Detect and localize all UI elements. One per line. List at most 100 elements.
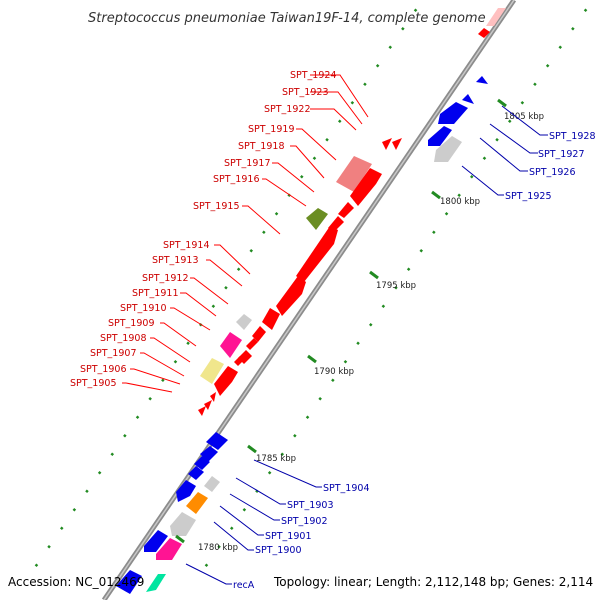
gene-label[interactable]: SPT_1907 (90, 348, 137, 359)
topology-text: Topology: linear; Length: 2,112,148 bp; … (273, 575, 593, 589)
gene-label[interactable]: SPT_1919 (248, 124, 295, 135)
leader-lines (122, 74, 548, 585)
tick-dot (375, 64, 380, 68)
tick-dot (34, 563, 39, 568)
gene-label[interactable]: SPT_1910 (120, 303, 167, 314)
tick-dot (97, 471, 102, 475)
gene-arrow[interactable] (296, 226, 338, 282)
gene-label[interactable]: SPT_1928 (549, 131, 596, 142)
tick-dot (558, 45, 563, 50)
gene-arrow[interactable] (276, 276, 306, 316)
gene-arrow[interactable] (188, 466, 204, 480)
gene-label[interactable]: SPT_1911 (132, 288, 179, 299)
gene-label[interactable]: SPT_1909 (108, 318, 155, 329)
tick-dot (224, 286, 228, 290)
gene-label[interactable]: SPT_1923 (282, 87, 329, 98)
gene-arrow[interactable] (462, 94, 474, 104)
tick-dot (388, 45, 393, 50)
tick-dot (482, 156, 487, 161)
gene-label[interactable]: SPT_1917 (224, 158, 271, 169)
gene-label[interactable]: SPT_1925 (505, 191, 552, 202)
left-gene-labels: SPT_1924 SPT_1923 SPT_1922 SPT_1919 SPT_… (70, 70, 337, 389)
gene-arrow[interactable] (478, 28, 490, 38)
gene-label[interactable]: SPT_1902 (281, 516, 328, 527)
gene-label[interactable]: SPT_1908 (100, 333, 147, 344)
gene-label[interactable]: SPT_1927 (538, 149, 585, 160)
gene-arrow[interactable] (116, 570, 142, 594)
tick-dot (148, 397, 152, 401)
gene-arrow[interactable] (236, 314, 252, 330)
gene-arrow[interactable] (262, 308, 280, 330)
gene-arrow[interactable] (252, 326, 266, 342)
gene-arrow[interactable] (338, 202, 354, 218)
tick-dot (444, 212, 449, 216)
gene-arrow[interactable] (146, 574, 166, 592)
gene-label[interactable]: SPT_1903 (287, 500, 334, 511)
tick-dot (173, 360, 178, 364)
gene-label[interactable]: SPT_1924 (290, 70, 337, 81)
gene-arrow[interactable] (200, 358, 224, 384)
tick-dot (571, 27, 575, 31)
gene-arrow[interactable] (144, 530, 168, 552)
tick-dot (457, 193, 461, 198)
gene-label[interactable]: SPT_1912 (142, 273, 189, 284)
gene-arrow[interactable] (220, 332, 242, 358)
scale-label-1805: 1805 kbp (504, 112, 544, 122)
gene-arrow[interactable] (306, 208, 328, 230)
gene-arrow[interactable] (204, 400, 212, 410)
tick-dot (413, 8, 418, 13)
left-strand-genes (198, 138, 402, 416)
gene-label[interactable]: SPT_1918 (238, 141, 285, 152)
gene-arrow[interactable] (186, 492, 208, 514)
gene-arrow[interactable] (234, 356, 244, 366)
gene-label[interactable]: SPT_1900 (255, 545, 302, 556)
tick-dot (85, 489, 89, 494)
tick-dot (419, 249, 424, 253)
tick-dot (262, 230, 266, 235)
gene-label[interactable]: SPT_1916 (213, 174, 260, 185)
gene-arrow[interactable] (170, 512, 196, 536)
gene-arrow[interactable] (486, 8, 506, 26)
gene-arrow[interactable] (214, 366, 238, 396)
gene-label[interactable]: SPT_1922 (264, 104, 311, 115)
gene-label[interactable]: SPT_1914 (163, 240, 210, 251)
gene-label[interactable]: SPT_1915 (193, 201, 240, 212)
tick-dot (325, 138, 329, 142)
gene-arrow[interactable] (434, 136, 462, 162)
gene-label[interactable]: SPT_1906 (80, 364, 127, 375)
gene-label[interactable]: SPT_1904 (323, 483, 370, 494)
gene-label[interactable]: SPT_1926 (529, 167, 576, 178)
gene-arrow[interactable] (194, 456, 210, 470)
tick-dot (204, 563, 209, 568)
gene-arrow[interactable] (176, 480, 196, 502)
tick-dot (274, 212, 279, 216)
gene-arrow[interactable] (198, 406, 206, 416)
gene-arrow[interactable] (336, 156, 372, 192)
scale-label-1785: 1785 kbp (256, 454, 296, 464)
gene-arrow[interactable] (476, 76, 488, 84)
gene-arrow[interactable] (210, 392, 216, 402)
gene-arrow[interactable] (204, 476, 220, 492)
gene-arrow[interactable] (350, 168, 382, 206)
gene-label[interactable]: SPT_1913 (152, 255, 199, 266)
scale-label-1780: 1780 kbp (198, 543, 238, 553)
gene-arrow[interactable] (246, 338, 258, 350)
tick-dot (432, 230, 436, 235)
gene-label[interactable]: SPT_1905 (70, 378, 117, 389)
gene-arrow[interactable] (382, 138, 392, 150)
gene-label[interactable]: SPT_1901 (265, 531, 312, 542)
tick-dot (293, 434, 297, 438)
tick-dot (242, 508, 247, 512)
gene-label[interactable]: recA (233, 580, 255, 591)
tick-dot (217, 544, 221, 549)
gene-arrow[interactable] (156, 538, 182, 560)
gene-arrow[interactable] (392, 138, 402, 150)
right-strand-genes (116, 8, 506, 594)
gene-arrow[interactable] (206, 432, 228, 450)
gene-arrow[interactable] (428, 126, 452, 146)
tick-dot (47, 545, 51, 549)
gene-arrow[interactable] (438, 102, 468, 124)
tick-dots (34, 8, 588, 568)
tick-dot (236, 267, 241, 272)
